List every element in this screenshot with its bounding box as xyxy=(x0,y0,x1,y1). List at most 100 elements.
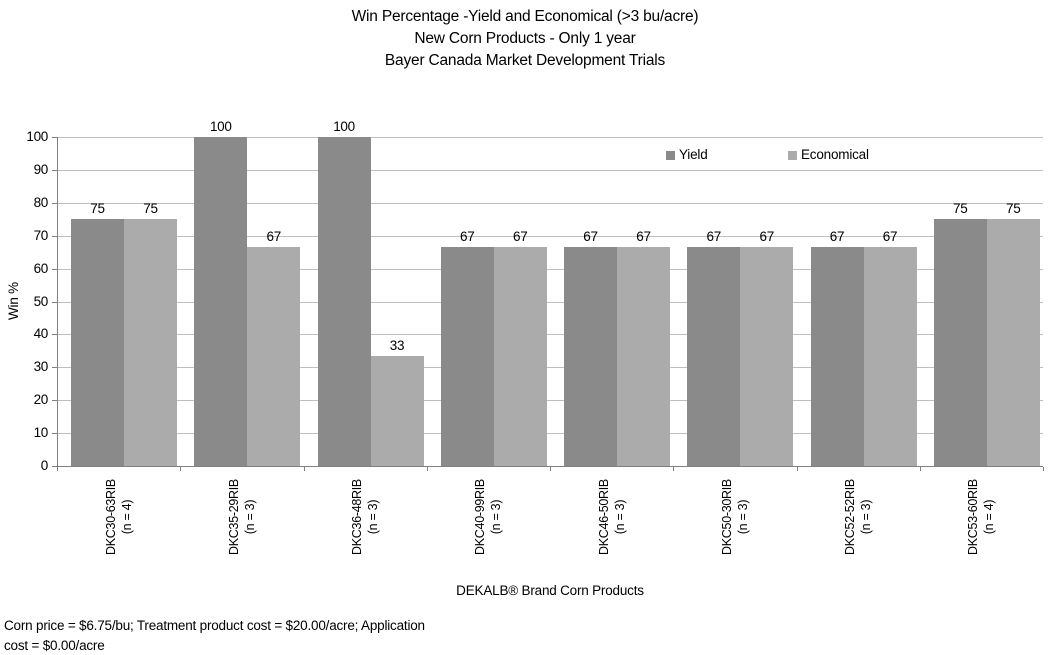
bar-value-yield-DKC35-29RIB: 100 xyxy=(209,119,232,134)
x-category-name: DKC35-29RIB xyxy=(226,479,241,555)
bar-yield-DKC53-60RIB xyxy=(933,219,987,466)
x-category-label-DKC35-29RIB: DKC35-29RIB (n = 3) xyxy=(226,462,258,572)
y-tick-label-20: 20 xyxy=(33,392,49,408)
gridline-60 xyxy=(57,268,1043,270)
bar-value-economical-DKC46-50RIB: 67 xyxy=(636,228,651,244)
legend-item-yield: Yield xyxy=(666,147,708,163)
x-category-label-DKC30-63RIB: DKC30-63RIB (n = 4) xyxy=(103,462,135,572)
x-category-label-DKC36-48RIB: DKC36-48RIB (n = 3) xyxy=(349,462,381,572)
gridline-70 xyxy=(57,235,1043,237)
bar-value-yield-DKC50-30RIB: 67 xyxy=(706,228,722,244)
bar-value-economical-DKC35-29RIB: 67 xyxy=(266,228,282,244)
gridline-90 xyxy=(57,169,1043,171)
legend-label-economical: Economical xyxy=(801,147,869,162)
plot-area xyxy=(57,137,1043,466)
y-tick-label-40: 40 xyxy=(33,326,49,342)
y-tick-label-80: 80 xyxy=(33,194,49,210)
x-category-label-DKC50-30RIB: DKC50-30RIB (n = 3) xyxy=(719,462,751,572)
bar-value-yield-DKC30-63RIB: 75 xyxy=(90,201,105,217)
gridline-20 xyxy=(57,400,1043,402)
y-tick-0 xyxy=(52,466,57,467)
gridline-10 xyxy=(57,433,1043,435)
x-category-label-DKC40-99RIB: DKC40-99RIB (n = 3) xyxy=(472,462,504,572)
bar-yield-DKC40-99RIB xyxy=(440,246,494,466)
chart-title-line-3: Bayer Canada Market Development Trials xyxy=(384,52,666,69)
bar-yield-DKC50-30RIB xyxy=(687,246,741,466)
x-axis-title: DEKALB® Brand Corn Products xyxy=(456,583,644,598)
gridline-30 xyxy=(57,367,1043,369)
bar-yield-DKC30-63RIB xyxy=(71,219,124,466)
y-tick-70 xyxy=(52,235,57,237)
y-tick-label-0: 0 xyxy=(40,458,49,473)
x-category-n: (n = 4) xyxy=(982,499,997,535)
legend-item-economical: Economical xyxy=(788,147,869,163)
bar-economical-DKC35-29RIB xyxy=(247,246,301,466)
y-tick-100 xyxy=(52,137,57,138)
x-category-name: DKC53-60RIB xyxy=(966,479,981,555)
bar-value-yield-DKC40-99RIB: 67 xyxy=(460,228,475,244)
y-tick-10 xyxy=(52,433,57,435)
x-category-label-DKC52-52RIB: DKC52-52RIB (n = 3) xyxy=(842,462,874,572)
bar-economical-DKC36-48RIB xyxy=(370,356,424,466)
y-tick-40 xyxy=(52,334,57,336)
bar-economical-DKC30-63RIB xyxy=(124,219,177,466)
bar-economical-DKC50-30RIB xyxy=(740,246,794,466)
x-tick-2 xyxy=(303,467,305,471)
x-tick-3 xyxy=(426,467,428,471)
bar-value-economical-DKC52-52RIB: 67 xyxy=(882,228,898,244)
bar-value-economical-DKC30-63RIB: 75 xyxy=(143,201,158,217)
bar-value-yield-DKC53-60RIB: 75 xyxy=(953,201,968,217)
bar-economical-DKC52-52RIB xyxy=(863,246,917,466)
gridline-80 xyxy=(57,202,1043,204)
y-tick-90 xyxy=(52,169,57,171)
x-category-n: (n = 3) xyxy=(612,499,627,535)
y-tick-80 xyxy=(52,202,57,204)
x-axis-line xyxy=(52,466,1043,467)
y-tick-label-90: 90 xyxy=(33,161,49,177)
x-tick-8 xyxy=(1043,467,1044,471)
bar-economical-DKC46-50RIB xyxy=(617,246,670,466)
bar-value-yield-DKC46-50RIB: 67 xyxy=(583,228,598,244)
legend-swatch-economical-icon xyxy=(788,150,797,160)
x-tick-6 xyxy=(796,467,798,471)
y-tick-60 xyxy=(52,268,57,270)
bar-economical-DKC53-60RIB xyxy=(986,219,1040,466)
x-category-name: DKC46-50RIB xyxy=(596,479,611,555)
x-category-n: (n = 3) xyxy=(859,499,874,535)
y-axis-line xyxy=(57,137,58,466)
y-tick-50 xyxy=(52,301,57,303)
bar-yield-DKC52-52RIB xyxy=(810,246,864,466)
bar-economical-DKC40-99RIB xyxy=(493,246,547,466)
x-tick-0 xyxy=(57,467,58,471)
x-category-name: DKC40-99RIB xyxy=(473,479,488,555)
y-tick-label-10: 10 xyxy=(33,425,49,441)
bar-value-yield-DKC36-48RIB: 100 xyxy=(333,119,355,134)
x-category-n: (n = 3) xyxy=(242,499,257,535)
y-tick-20 xyxy=(52,400,57,402)
bar-yield-DKC36-48RIB xyxy=(317,137,371,466)
y-tick-label-30: 30 xyxy=(33,359,49,375)
footnote-line-1: Corn price = $6.75/bu; Treatment product… xyxy=(4,618,425,633)
bar-yield-DKC46-50RIB xyxy=(564,246,617,466)
chart-title: Win Percentage -Yield and Economical (>3… xyxy=(0,6,1050,72)
x-category-n: (n = 3) xyxy=(735,499,750,535)
x-category-name: DKC36-48RIB xyxy=(350,479,365,555)
chart-title-line-2: New Corn Products - Only 1 year xyxy=(414,30,636,47)
y-tick-30 xyxy=(52,367,57,369)
bar-value-economical-DKC40-99RIB: 67 xyxy=(513,228,528,244)
bar-value-economical-DKC36-48RIB: 33 xyxy=(389,338,405,354)
legend-swatch-yield-icon xyxy=(666,150,675,160)
gridline-50 xyxy=(57,301,1043,303)
bar-value-economical-DKC50-30RIB: 67 xyxy=(759,228,775,244)
chart-title-line-1: Win Percentage -Yield and Economical (>3… xyxy=(351,8,699,25)
x-tick-4 xyxy=(550,467,551,471)
x-category-name: DKC50-30RIB xyxy=(719,479,734,555)
y-tick-label-50: 50 xyxy=(33,293,49,309)
x-category-n: (n = 3) xyxy=(366,499,381,535)
x-category-n: (n = 3) xyxy=(489,499,504,535)
x-tick-1 xyxy=(180,467,182,471)
x-category-name: DKC52-52RIB xyxy=(843,479,858,555)
bar-value-yield-DKC52-52RIB: 67 xyxy=(829,228,845,244)
x-category-label-DKC46-50RIB: DKC46-50RIB (n = 3) xyxy=(596,462,628,572)
